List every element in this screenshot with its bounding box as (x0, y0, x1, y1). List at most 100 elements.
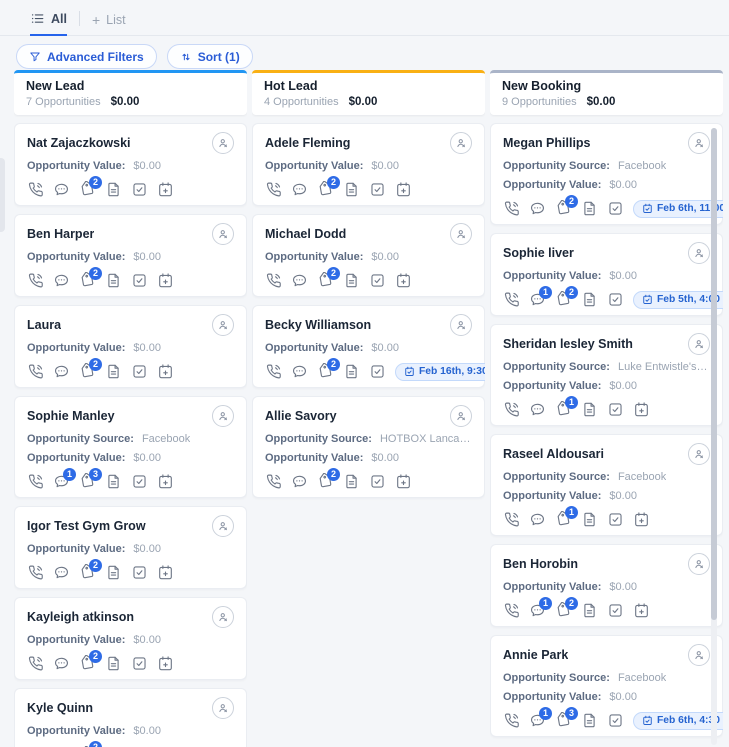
appointment-date-badge[interactable]: Feb 5th, 4:00 pm (633, 290, 723, 309)
sms-icon[interactable] (53, 181, 70, 198)
tasks-icon[interactable] (607, 511, 624, 528)
assign-user-button[interactable] (688, 242, 710, 264)
phone-icon[interactable] (265, 363, 282, 380)
tasks-icon[interactable] (607, 200, 624, 217)
appointment-date-badge[interactable]: Feb 6th, 11:00 am (633, 199, 723, 218)
phone-icon[interactable] (503, 401, 520, 418)
tab-all[interactable]: All (30, 11, 67, 36)
tag-icon[interactable]: 2 (317, 358, 340, 380)
tag-icon[interactable]: 2 (555, 286, 578, 308)
tasks-icon[interactable] (131, 272, 148, 289)
assign-user-button[interactable] (450, 223, 472, 245)
sms-icon[interactable] (529, 200, 546, 217)
tag-icon[interactable]: 3 (555, 707, 578, 729)
tag-icon[interactable]: 2 (317, 267, 340, 289)
opportunity-card[interactable]: Kayleigh atkinson Opportunity Value: $0.00… (14, 597, 247, 680)
tag-icon[interactable]: 2 (317, 468, 340, 490)
notes-icon[interactable] (105, 564, 122, 581)
opportunity-card[interactable]: Sheridan lesley Smith Opportunity Source:… (490, 324, 723, 426)
assign-user-button[interactable] (212, 132, 234, 154)
assign-user-button[interactable] (212, 515, 234, 537)
sms-icon[interactable] (291, 363, 308, 380)
calendar-icon[interactable] (395, 473, 412, 490)
assign-user-button[interactable] (450, 314, 472, 336)
phone-icon[interactable] (503, 511, 520, 528)
sms-icon[interactable] (53, 272, 70, 289)
tag-icon[interactable]: 2 (79, 559, 102, 581)
advanced-filters-button[interactable]: Advanced Filters (16, 44, 157, 69)
tasks-icon[interactable] (131, 655, 148, 672)
assign-user-button[interactable] (688, 443, 710, 465)
tasks-icon[interactable] (369, 272, 386, 289)
calendar-icon[interactable] (157, 272, 174, 289)
assign-user-button[interactable] (450, 132, 472, 154)
tasks-icon[interactable] (131, 564, 148, 581)
opportunity-card[interactable]: Becky Williamson Opportunity Value: $0.00 2… (252, 305, 485, 388)
phone-icon[interactable] (265, 473, 282, 490)
appointment-date-badge[interactable]: Feb 6th, 4:30 pm (633, 711, 723, 730)
opportunity-card[interactable]: Kyle Quinn Opportunity Value: $0.00 2 (14, 688, 247, 747)
phone-icon[interactable] (503, 291, 520, 308)
tag-icon[interactable]: 2 (317, 176, 340, 198)
notes-icon[interactable] (581, 712, 598, 729)
assign-user-button[interactable] (450, 405, 472, 427)
sort-button[interactable]: Sort (1) (166, 44, 253, 69)
opportunity-card[interactable]: Ben Harper Opportunity Value: $0.00 2 (14, 214, 247, 297)
tag-icon[interactable]: 2 (555, 195, 578, 217)
opportunity-card[interactable]: Adele Fleming Opportunity Value: $0.00 2 (252, 123, 485, 206)
tasks-icon[interactable] (131, 473, 148, 490)
notes-icon[interactable] (581, 291, 598, 308)
scrollbar-thumb[interactable] (711, 128, 717, 620)
opportunity-card[interactable]: Allie Savory Opportunity Source: HOTBOX La… (252, 396, 485, 498)
calendar-icon[interactable] (633, 401, 650, 418)
phone-icon[interactable] (27, 181, 44, 198)
tasks-icon[interactable] (607, 291, 624, 308)
calendar-icon[interactable] (157, 655, 174, 672)
opportunity-card[interactable]: Michael Dodd Opportunity Value: $0.00 2 (252, 214, 485, 297)
notes-icon[interactable] (343, 181, 360, 198)
phone-icon[interactable] (503, 602, 520, 619)
phone-icon[interactable] (27, 363, 44, 380)
tasks-icon[interactable] (607, 602, 624, 619)
assign-user-button[interactable] (688, 644, 710, 666)
calendar-icon[interactable] (157, 363, 174, 380)
calendar-icon[interactable] (157, 473, 174, 490)
notes-icon[interactable] (105, 473, 122, 490)
tag-icon[interactable]: 2 (79, 267, 102, 289)
sms-icon[interactable]: 1 (53, 468, 76, 490)
sms-icon[interactable] (529, 511, 546, 528)
phone-icon[interactable] (27, 655, 44, 672)
calendar-icon[interactable] (157, 564, 174, 581)
opportunity-card[interactable]: Sophie liver Opportunity Value: $0.00 1 2 Feb… (490, 233, 723, 316)
tasks-icon[interactable] (369, 181, 386, 198)
phone-icon[interactable] (27, 272, 44, 289)
notes-icon[interactable] (105, 655, 122, 672)
assign-user-button[interactable] (212, 405, 234, 427)
opportunity-card[interactable]: Igor Test Gym Grow Opportunity Value: $0.0… (14, 506, 247, 589)
tasks-icon[interactable] (131, 363, 148, 380)
notes-icon[interactable] (105, 181, 122, 198)
phone-icon[interactable] (503, 712, 520, 729)
opportunity-card[interactable]: Raseel Aldousari Opportunity Source: Faceb… (490, 434, 723, 536)
notes-icon[interactable] (343, 363, 360, 380)
assign-user-button[interactable] (688, 132, 710, 154)
notes-icon[interactable] (581, 602, 598, 619)
tag-icon[interactable]: 1 (555, 506, 578, 528)
notes-icon[interactable] (105, 272, 122, 289)
tasks-icon[interactable] (369, 363, 386, 380)
sms-icon[interactable] (291, 473, 308, 490)
calendar-icon[interactable] (157, 181, 174, 198)
opportunity-card[interactable]: Nat Zajaczkowski Opportunity Value: $0.00 2 (14, 123, 247, 206)
add-list-button[interactable]: + List (92, 13, 126, 35)
tag-icon[interactable]: 2 (79, 358, 102, 380)
assign-user-button[interactable] (212, 697, 234, 719)
phone-icon[interactable] (503, 200, 520, 217)
sms-icon[interactable] (53, 655, 70, 672)
sidebar-edge-handle[interactable] (0, 158, 5, 232)
tasks-icon[interactable] (607, 712, 624, 729)
sms-icon[interactable]: 1 (529, 597, 552, 619)
notes-icon[interactable] (581, 401, 598, 418)
tasks-icon[interactable] (131, 181, 148, 198)
sms-icon[interactable] (529, 401, 546, 418)
calendar-icon[interactable] (395, 181, 412, 198)
